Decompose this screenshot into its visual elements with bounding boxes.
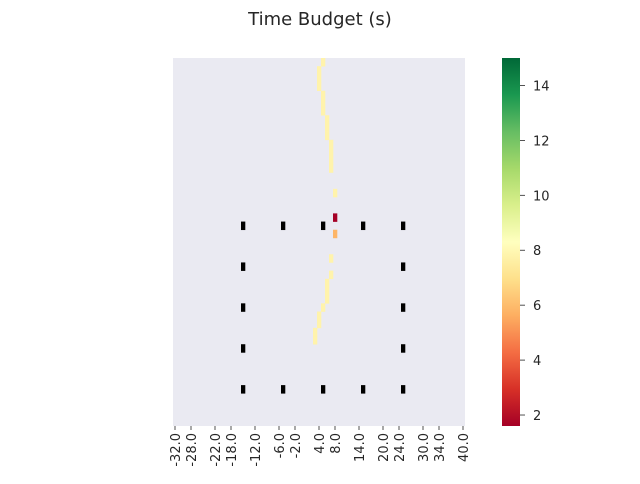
path-cell xyxy=(329,156,334,165)
x-tick-label: -28.0 xyxy=(185,433,200,467)
x-tick-label: -18.0 xyxy=(225,433,240,467)
obstacle-cell xyxy=(321,221,326,231)
obstacle-cell xyxy=(241,303,246,312)
x-tick-label: 40.0 xyxy=(457,433,472,462)
path-cell xyxy=(321,303,326,312)
obstacle-cell xyxy=(241,385,246,394)
obstacle-cell xyxy=(241,262,246,271)
obstacle-cell xyxy=(321,385,326,394)
path-cell xyxy=(329,270,334,280)
path-cell xyxy=(333,213,338,222)
path-cell xyxy=(325,286,330,296)
path-cell xyxy=(333,229,338,239)
path-cell xyxy=(321,107,326,116)
path-cell xyxy=(321,90,326,100)
path-cell xyxy=(313,336,318,345)
x-tick-label: 8.0 xyxy=(329,433,344,454)
obstacle-cell xyxy=(401,221,406,231)
heatmap-cells xyxy=(241,58,406,394)
path-cell xyxy=(329,254,334,263)
path-cell xyxy=(317,82,322,92)
x-tick-label: -32.0 xyxy=(169,433,184,467)
chart-title: Time Budget (s) xyxy=(247,9,392,30)
x-tick-label: 20.0 xyxy=(377,433,392,462)
path-cell xyxy=(317,74,322,83)
x-tick-label: 34.0 xyxy=(433,433,448,462)
x-tick-label: -6.0 xyxy=(273,433,288,458)
colorbar-tick-label: 2 xyxy=(533,409,541,424)
path-cell xyxy=(329,147,334,157)
obstacle-cell xyxy=(241,344,246,353)
x-tick-label: -22.0 xyxy=(209,433,224,467)
colorbar-tick-label: 14 xyxy=(533,79,550,94)
path-cell xyxy=(325,131,330,141)
path-cell xyxy=(313,327,318,337)
colorbar-tick-label: 12 xyxy=(533,134,550,149)
path-cell xyxy=(321,98,326,108)
colorbar-ticks: 2 4 6 8 10 12 14 xyxy=(520,79,550,424)
path-cell xyxy=(325,115,330,124)
path-cell xyxy=(317,319,322,329)
obstacle-cell xyxy=(241,221,246,231)
colorbar-tick-label: 4 xyxy=(533,354,541,369)
x-tick-label: -12.0 xyxy=(249,433,264,467)
path-cell xyxy=(329,139,334,149)
x-tick-label: -2.0 xyxy=(289,433,304,458)
path-cell xyxy=(325,278,330,288)
path-cell xyxy=(321,58,326,67)
colorbar xyxy=(502,58,520,426)
x-tick-label: 30.0 xyxy=(417,433,432,462)
obstacle-cell xyxy=(401,262,406,271)
path-cell xyxy=(317,311,322,320)
path-cell xyxy=(329,164,334,173)
obstacle-cell xyxy=(361,385,366,394)
x-tick-label: 14.0 xyxy=(353,433,368,462)
colorbar-tick-label: 8 xyxy=(533,244,541,259)
heatmap-background xyxy=(173,58,465,426)
x-tick-label: 24.0 xyxy=(393,433,408,462)
x-tick-label: 4.0 xyxy=(313,433,328,454)
obstacle-cell xyxy=(281,221,286,231)
obstacle-cell xyxy=(401,344,406,353)
path-cell xyxy=(325,295,330,304)
obstacle-cell xyxy=(401,385,406,394)
obstacle-cell xyxy=(281,385,286,394)
obstacle-cell xyxy=(401,303,406,312)
colorbar-tick-label: 10 xyxy=(533,189,550,204)
x-axis-ticks: -32.0 -28.0 -22.0 -18.0 -12.0 -6.0 -2.0 4.0 8.0 1… xyxy=(169,426,472,467)
colorbar-tick-label: 6 xyxy=(533,299,541,314)
obstacle-cell xyxy=(361,221,366,231)
path-cell xyxy=(325,123,330,132)
path-cell xyxy=(333,188,338,198)
path-cell xyxy=(317,66,322,75)
